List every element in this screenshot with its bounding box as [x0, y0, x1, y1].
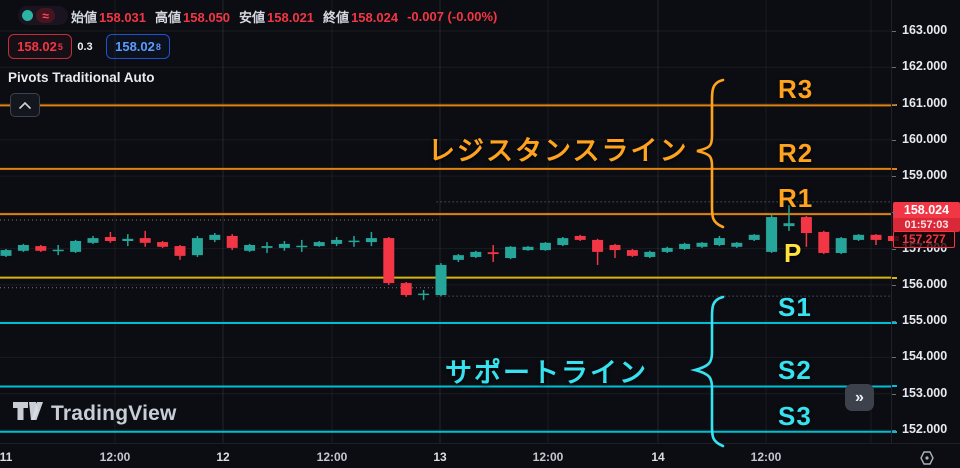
- ohlc-legend: 始値 158.031 高値 158.050 安値 158.021 終値 158.024 …: [71, 7, 497, 26]
- axis-tick-mark: [892, 212, 896, 214]
- indicator-legend-title[interactable]: Pivots Traditional Auto: [8, 70, 155, 85]
- marked-price-label: 157.277: [893, 230, 955, 248]
- quote-row: 158.02 5 0.3 158.02 8: [8, 34, 170, 59]
- bid-button[interactable]: 158.02 5: [8, 34, 72, 59]
- pivot-axis-tick: [892, 104, 897, 107]
- gear-icon: [920, 451, 934, 465]
- market-open-dot-icon: [22, 10, 33, 21]
- axis-tick-mark: [892, 103, 896, 105]
- legend-collapse-button[interactable]: [10, 93, 40, 117]
- price-tick: 163.000: [902, 23, 948, 37]
- market-status-pill[interactable]: ≈: [18, 6, 68, 25]
- axis-tick-mark: [892, 31, 896, 32]
- scroll-right-button[interactable]: »: [845, 384, 874, 411]
- close-value: 終値 158.024: [323, 10, 399, 25]
- axis-tick-mark: [892, 321, 896, 323]
- price-tick: 156.000: [902, 276, 948, 291]
- axis-tick-mark: [892, 284, 896, 286]
- session-dotted-lines: [0, 201, 891, 297]
- time-tick: 12:00: [316, 450, 348, 464]
- ask-button[interactable]: 158.02 8: [106, 34, 170, 59]
- price-tick: 152.000: [902, 421, 948, 436]
- pivot-axis-tick: [892, 276, 897, 279]
- axis-tick-mark: [892, 357, 896, 359]
- chevron-up-icon: [19, 101, 31, 109]
- price-tick: 153.000: [902, 385, 948, 400]
- last-price-label: 158.024 01:57:03: [893, 202, 960, 233]
- axis-tick-mark: [892, 176, 896, 178]
- time-tick: 12:00: [532, 450, 564, 464]
- time-tick: 11: [0, 450, 13, 464]
- bar-countdown: 01:57:03: [893, 218, 960, 233]
- axis-tick-mark: [892, 67, 896, 69]
- time-tick: 12:00: [750, 450, 782, 464]
- pivot-axis-tick: [892, 385, 897, 388]
- spread-value: 0.3: [77, 40, 93, 53]
- double-chevron-right-icon: »: [855, 388, 864, 406]
- axis-tick-mark: [892, 429, 896, 431]
- tradingview-watermark-text: TradingView: [51, 402, 177, 425]
- price-tick: 161.000: [902, 95, 948, 110]
- time-tick: 12:00: [99, 450, 131, 464]
- price-tick: 155.000: [902, 313, 948, 328]
- open-value: 始値 158.031: [71, 10, 147, 25]
- pivot-axis-tick: [892, 321, 897, 324]
- high-value: 高値 158.050: [155, 10, 231, 25]
- price-tick: 154.000: [902, 349, 948, 364]
- support-brace-annotation: [689, 295, 725, 448]
- time-tick: 14: [651, 450, 665, 464]
- time-tick: 12: [216, 450, 230, 464]
- price-tick: 159.000: [902, 168, 948, 183]
- pivot-axis-tick: [892, 430, 897, 433]
- approx-price-icon: ≈: [36, 8, 55, 23]
- candles: [0, 205, 899, 301]
- price-tick: 160.000: [902, 131, 948, 146]
- time-axis[interactable]: 11 12:00 12 12:00 13 12:00 14 12:00: [0, 443, 960, 468]
- tradingview-watermark[interactable]: TradingView: [13, 402, 177, 426]
- time-tick: 13: [433, 450, 447, 464]
- tradingview-logo-icon: [13, 402, 43, 420]
- axis-tick-mark: [892, 248, 896, 250]
- change-value: -0.007 (-0.00%): [407, 9, 498, 24]
- last-price-value: 158.024: [893, 202, 960, 219]
- resistance-brace-annotation: [696, 78, 725, 229]
- grid-lines: [0, 0, 891, 443]
- low-value: 安値 158.021: [239, 10, 315, 25]
- axis-settings-button[interactable]: [917, 449, 937, 467]
- price-tick: 162.000: [902, 59, 948, 74]
- pivot-axis-tick: [892, 167, 897, 170]
- price-axis[interactable]: 163.000 162.000 161.000 160.000 159.000 …: [891, 0, 960, 443]
- axis-tick-mark: [892, 139, 896, 141]
- axis-tick-mark: [892, 393, 896, 395]
